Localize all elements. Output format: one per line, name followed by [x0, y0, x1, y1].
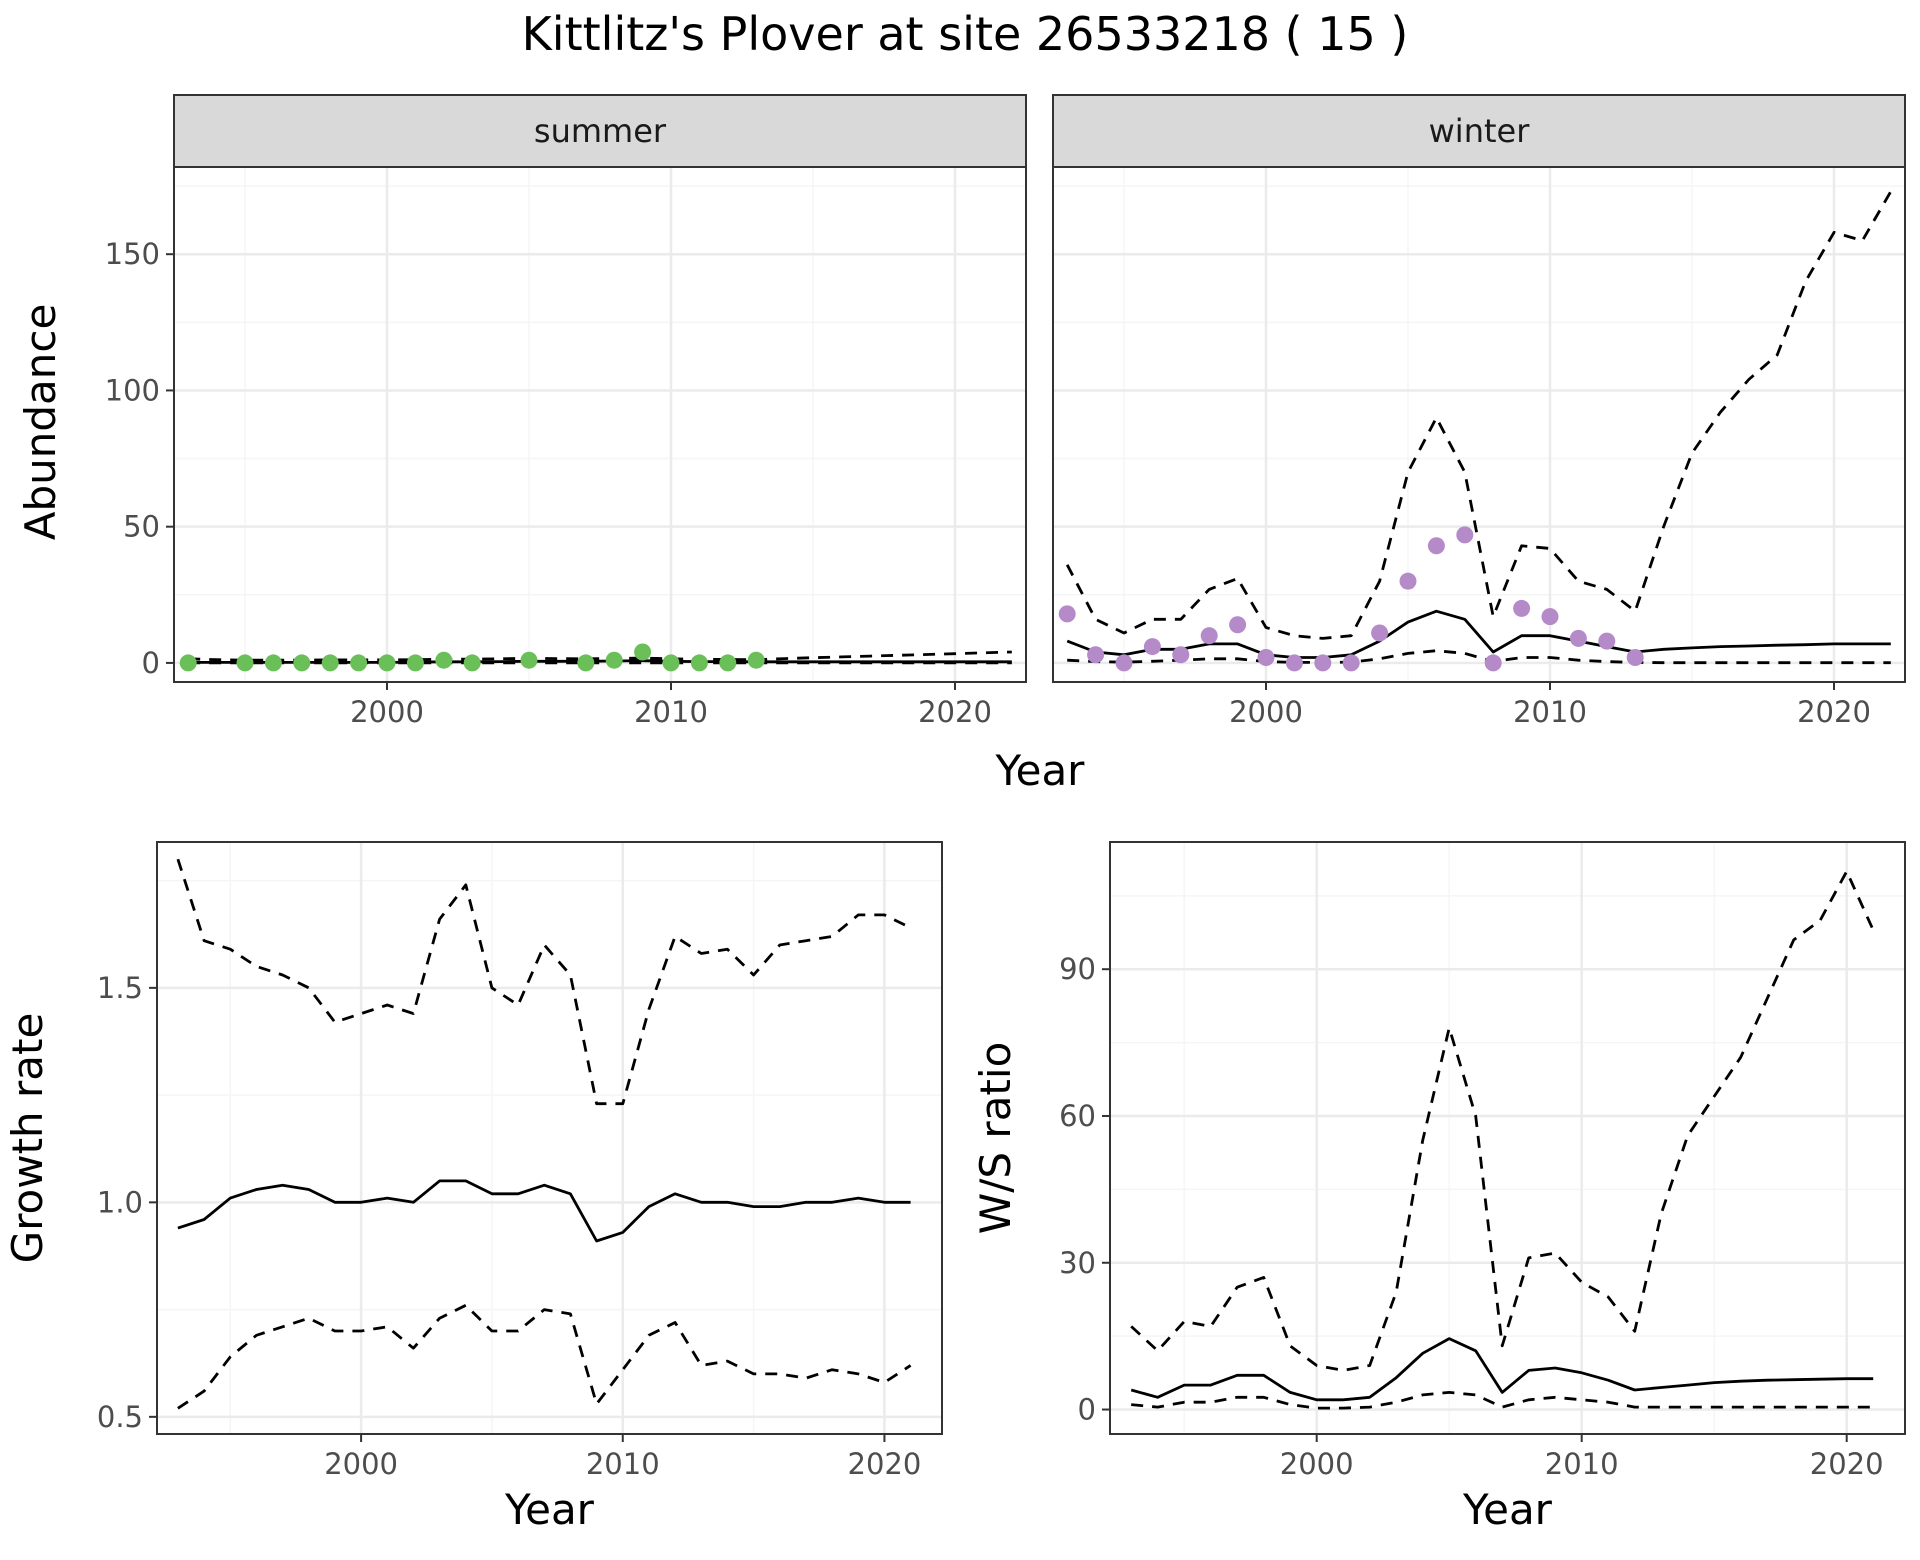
y-tick-label: 1.5	[97, 971, 143, 1005]
x-tick-label: 2010	[634, 695, 708, 729]
y-tick-label: 1.0	[97, 1185, 143, 1219]
estimate-line-ws_ratio	[1130, 1337, 1874, 1402]
y-axis-title-ws_ratio: W/S ratio	[971, 1042, 1020, 1235]
observed-point-summer	[634, 643, 652, 661]
observed-point-summer	[435, 651, 453, 669]
figure-title: Kittlitz's Plover at site 26533218 ( 15 …	[522, 7, 1409, 61]
observed-point-winter	[1541, 608, 1559, 626]
observed-point-summer	[406, 654, 424, 672]
x-tick-label: 2010	[1513, 695, 1587, 729]
panel-border	[173, 166, 1027, 683]
y-tick-label: 60	[1059, 1099, 1096, 1133]
observed-point-winter	[1484, 654, 1502, 672]
x-tick-label: 2010	[1545, 1447, 1619, 1481]
observed-point-winter	[1569, 629, 1587, 647]
observed-point-winter	[1342, 654, 1360, 672]
panel-background	[1053, 167, 1905, 682]
y-tick-label: 0	[142, 646, 160, 680]
x-tick-label: 2020	[918, 695, 992, 729]
observed-point-summer	[520, 651, 538, 669]
observed-point-winter	[1058, 605, 1076, 623]
panel-summer: summer 2000 2010 2020 0 50 100 150	[105, 94, 1027, 729]
observed-point-winter	[1399, 572, 1417, 590]
observed-point-winter	[1371, 624, 1389, 642]
observed-point-winter	[1598, 632, 1616, 650]
lower-line-winter	[1067, 649, 1891, 665]
estimate-line-growth	[177, 1179, 911, 1243]
observed-point-winter	[1314, 654, 1332, 672]
strip-label-summer: summer	[534, 112, 667, 150]
observed-point-winter	[1200, 627, 1218, 645]
panel-border	[1052, 166, 1906, 683]
y-tick-label: 0	[1078, 1393, 1096, 1427]
x-tick-label: 2020	[1797, 695, 1871, 729]
panel-background	[174, 167, 1026, 682]
y-tick-label: 100	[105, 373, 160, 407]
upper-line-winter	[1065, 190, 1893, 640]
x-tick-label: 2020	[1810, 1447, 1884, 1481]
observed-point-summer	[662, 654, 680, 672]
top-x-axis-title: Year	[995, 746, 1086, 795]
y-tick-label: 90	[1059, 952, 1096, 986]
panel-border	[1109, 841, 1906, 1435]
strip-summer	[173, 94, 1027, 168]
observed-point-summer	[719, 654, 737, 672]
observed-point-winter	[1087, 646, 1105, 664]
observed-point-winter	[1427, 537, 1445, 555]
panel-winter: winter 2000 2010 2020	[1052, 94, 1906, 729]
y-axis-title-growth: Growth rate	[3, 1013, 52, 1264]
x-tick-label: 2000	[350, 695, 424, 729]
observed-point-winter	[1172, 646, 1190, 664]
y-tick-label: 0.5	[97, 1400, 143, 1434]
strip-label-winter: winter	[1429, 112, 1531, 150]
observed-point-winter	[1229, 616, 1247, 634]
y-tick-label: 50	[123, 510, 160, 544]
observed-point-summer	[264, 654, 282, 672]
observed-point-summer	[690, 654, 708, 672]
observed-point-summer	[179, 654, 197, 672]
observed-point-summer	[321, 654, 339, 672]
panel-ws_ratio: 2000 2010 2020 0 30 60 90 Year W/S ratio	[971, 841, 1906, 1534]
upper-line-ws_ratio	[1130, 870, 1875, 1372]
panel-background	[1110, 842, 1905, 1434]
observed-point-summer	[577, 654, 595, 672]
top-y-axis-title: Abundance	[16, 304, 65, 541]
observed-point-summer	[605, 651, 623, 669]
strip-winter	[1052, 94, 1906, 168]
observed-point-winter	[1115, 654, 1133, 672]
panel-border	[156, 841, 943, 1435]
observed-point-winter	[1257, 648, 1275, 666]
observed-point-winter	[1456, 526, 1474, 544]
panels: summer 2000 2010 2020 0 50 100 150 winter 2000 201…	[3, 94, 1906, 1534]
x-axis-title-growth: Year	[504, 1485, 595, 1534]
observed-point-summer	[293, 654, 311, 672]
observed-point-summer	[747, 651, 765, 669]
panel-growth: 2000 2010 2020 0.5 1.0 1.5 Year Growth rate	[3, 841, 943, 1534]
x-tick-label: 2010	[586, 1447, 660, 1481]
observed-point-winter	[1285, 654, 1303, 672]
observed-point-summer	[463, 654, 481, 672]
observed-point-winter	[1513, 599, 1531, 617]
x-tick-label: 2000	[324, 1447, 398, 1481]
observed-point-summer	[350, 654, 368, 672]
x-tick-label: 2000	[1280, 1447, 1354, 1481]
x-tick-label: 2000	[1229, 695, 1303, 729]
estimate-line-winter	[1066, 609, 1891, 659]
observed-point-summer	[236, 654, 254, 672]
x-tick-label: 2020	[848, 1447, 922, 1481]
observed-point-winter	[1626, 648, 1644, 666]
observed-point-summer	[378, 654, 396, 672]
y-tick-label: 30	[1059, 1246, 1096, 1280]
upper-line-growth	[176, 858, 912, 1106]
observed-point-winter	[1143, 638, 1161, 656]
y-tick-label: 150	[105, 237, 160, 271]
lower-line-growth	[177, 1303, 912, 1410]
panel-background	[157, 842, 942, 1434]
x-axis-title-ws_ratio: Year	[1462, 1485, 1553, 1534]
